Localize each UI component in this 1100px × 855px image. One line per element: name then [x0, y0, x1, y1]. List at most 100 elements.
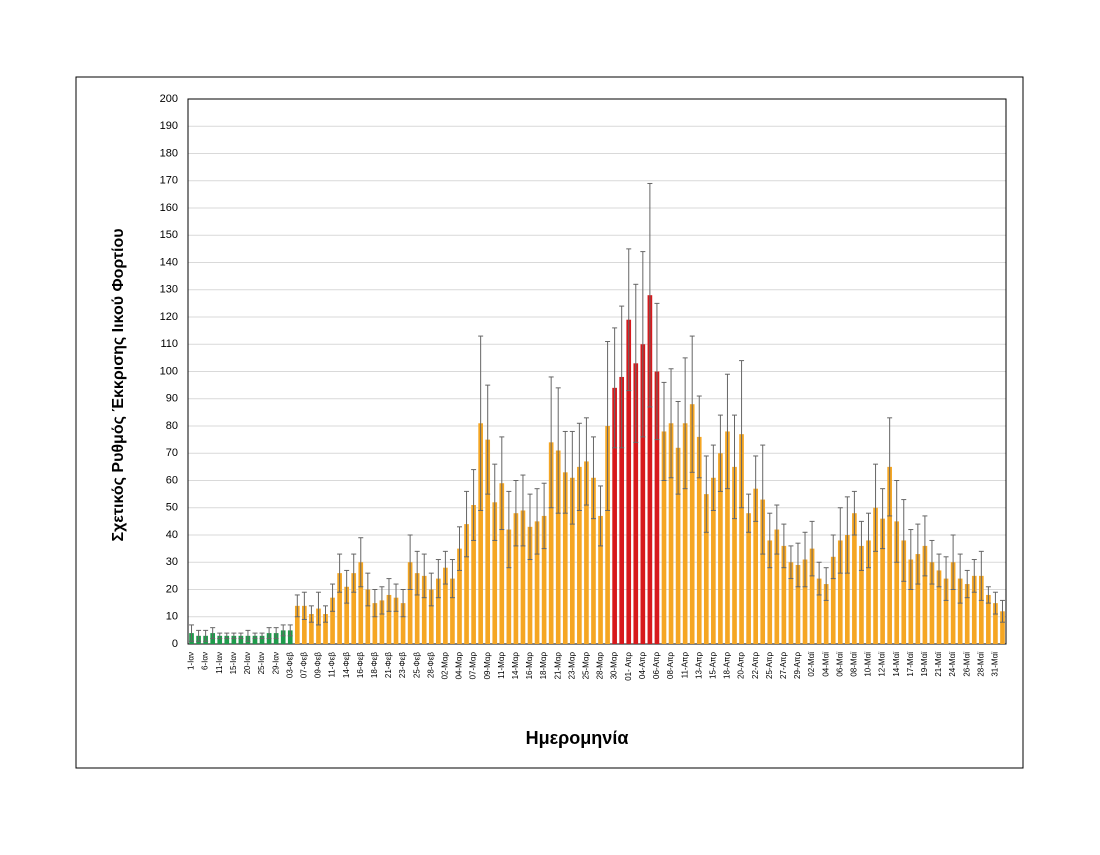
x-tick-label: 24-Μαϊ — [948, 652, 957, 677]
bar — [950, 562, 956, 644]
bar — [845, 535, 850, 644]
error-bar — [844, 496, 850, 574]
bar — [873, 507, 878, 644]
bar — [541, 515, 547, 644]
x-tick-label: 22-Απρ — [751, 652, 760, 679]
error-bar — [407, 534, 413, 590]
error-bar — [499, 436, 505, 531]
bar — [725, 431, 730, 644]
error-bar — [548, 376, 554, 509]
x-tick-label: 14-Μαρ — [511, 652, 520, 680]
bar — [654, 371, 660, 644]
bar — [633, 363, 639, 644]
y-tick-label: 0 — [172, 638, 178, 650]
y-tick-label: 180 — [160, 147, 178, 159]
bar — [555, 450, 561, 644]
bar — [386, 594, 392, 644]
error-bar — [456, 526, 462, 571]
x-tick-label: 17-Μαϊ — [906, 652, 915, 677]
bar — [859, 545, 864, 644]
error-bar — [710, 444, 716, 511]
error-bar — [189, 624, 195, 642]
bar — [358, 562, 364, 644]
error-bar — [210, 627, 216, 640]
error-bar — [739, 360, 745, 509]
error-bar — [774, 504, 780, 555]
y-tick-label: 120 — [160, 311, 178, 323]
bar — [513, 513, 519, 644]
error-bar — [400, 589, 406, 618]
error-bar — [365, 572, 371, 607]
error-bar — [231, 632, 237, 640]
y-tick-label: 50 — [166, 502, 178, 514]
bar — [428, 589, 434, 644]
bar — [936, 570, 942, 644]
error-bar — [442, 550, 448, 585]
bar — [400, 603, 406, 644]
error-bar — [809, 520, 815, 577]
bar — [280, 630, 286, 644]
bar — [450, 578, 455, 644]
x-tick-label: 14-Μαϊ — [892, 652, 901, 677]
y-tick-label: 40 — [166, 529, 178, 541]
bar — [323, 614, 328, 644]
x-axis-title: Ημερομηνία — [526, 728, 629, 748]
x-tick-label: 25-Ιαν — [257, 652, 266, 674]
bar — [760, 499, 766, 644]
error-bar — [308, 605, 314, 623]
x-tick-label: 11-Απρ — [680, 652, 689, 679]
error-bar — [915, 523, 921, 585]
bar — [816, 578, 822, 644]
error-bar — [287, 624, 293, 637]
error-bar — [393, 583, 399, 612]
error-bar — [576, 422, 582, 511]
bar — [238, 635, 244, 644]
bar — [689, 404, 695, 644]
bar — [612, 387, 617, 644]
y-tick-label: 60 — [166, 474, 178, 486]
bar — [739, 434, 744, 644]
bar — [964, 584, 970, 644]
error-bar — [675, 400, 681, 495]
bar — [407, 562, 413, 644]
bar — [534, 521, 540, 644]
bar — [619, 376, 625, 644]
error-bar — [534, 488, 540, 555]
error-bar — [887, 417, 893, 517]
error-bar — [908, 529, 914, 590]
chart-frame — [75, 76, 1024, 769]
error-bar — [985, 586, 991, 604]
bar — [393, 597, 399, 644]
bar — [224, 635, 230, 644]
error-bar — [781, 523, 787, 569]
x-tick-label: 08-Απρ — [666, 652, 675, 679]
bar — [471, 505, 476, 644]
x-tick-label: 18-Μαρ — [539, 652, 548, 680]
x-tick-label: 30-Μαρ — [610, 652, 619, 680]
bar — [1000, 611, 1005, 644]
error-bar — [386, 578, 392, 612]
error-bar — [315, 591, 321, 626]
x-tick-label: 07-Φεβ — [299, 652, 308, 679]
bar — [259, 635, 265, 644]
error-bar — [294, 594, 300, 618]
bar — [837, 540, 843, 644]
bar — [436, 578, 441, 644]
error-bar — [203, 629, 209, 642]
bar — [577, 466, 582, 644]
error-bar — [689, 335, 695, 473]
error-bar — [753, 455, 759, 522]
bar — [591, 477, 596, 644]
y-tick-label: 190 — [160, 120, 178, 132]
x-tick-label: 12-Μαϊ — [878, 652, 887, 677]
bar — [647, 295, 653, 644]
x-tick-label: 06-Μαϊ — [835, 652, 844, 677]
error-bar — [661, 381, 667, 481]
bar — [795, 564, 801, 644]
error-bar — [527, 493, 533, 561]
error-bar — [929, 539, 935, 585]
bar — [767, 540, 773, 644]
bar — [584, 461, 589, 644]
error-bar — [640, 251, 646, 438]
